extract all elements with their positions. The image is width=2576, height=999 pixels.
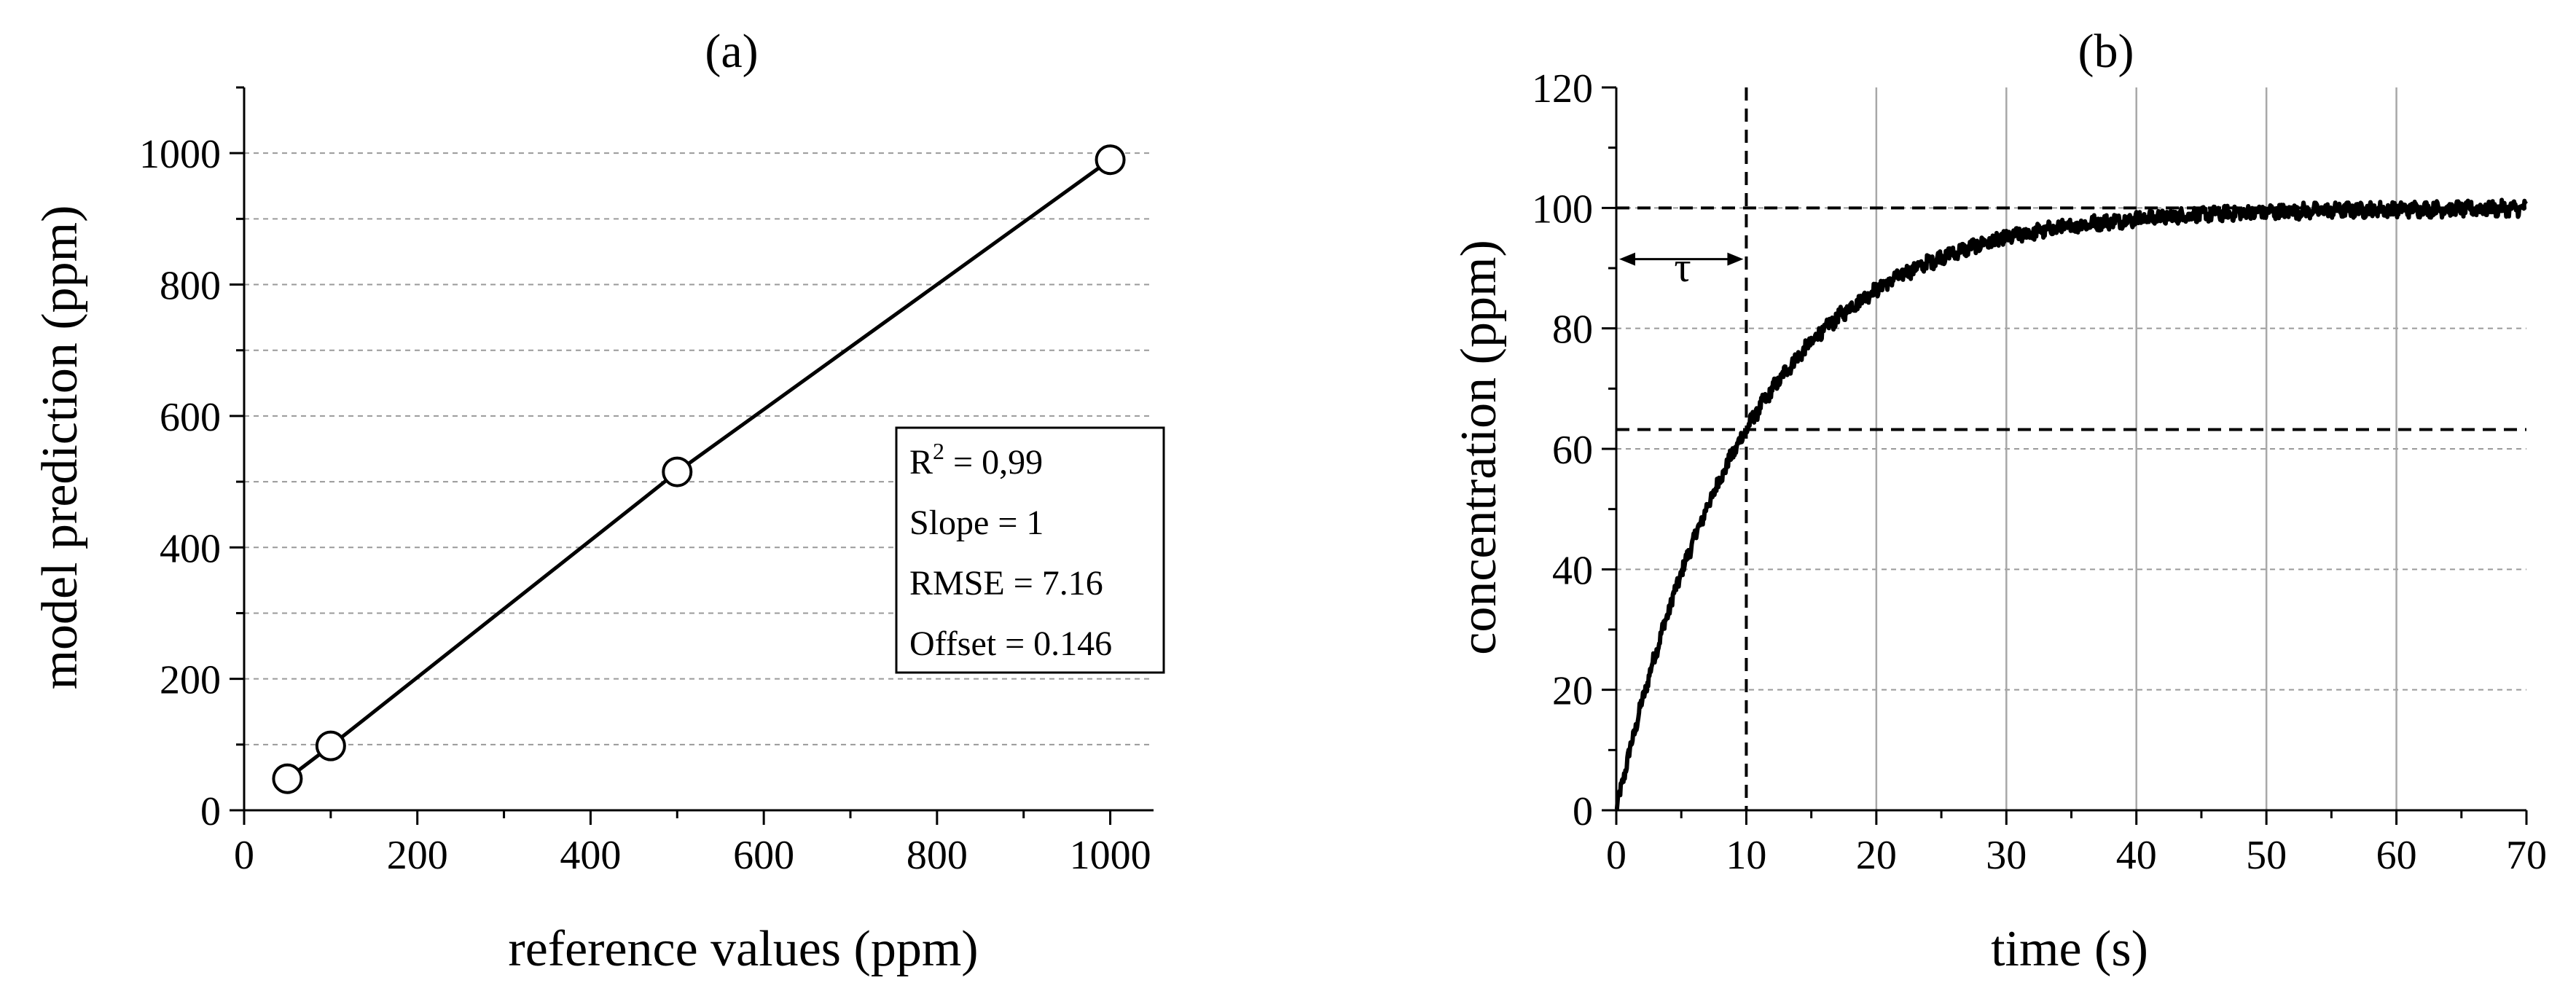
tau-arrow-right-head xyxy=(1727,252,1744,266)
stats-r2: R2 = 0,99 xyxy=(909,438,1043,482)
concentration-curve xyxy=(1614,197,2529,812)
panel-b-tick-labels: 0 10 20 30 40 50 60 70 0 20 40 60 80 100 120 xyxy=(1532,66,2547,878)
fit-line-segment-1 xyxy=(340,479,668,739)
y-tick-label-400: 400 xyxy=(160,526,221,571)
panel-b-ticks xyxy=(1602,86,2528,825)
panel-b-y-axis-title: concentration (ppm) xyxy=(1451,240,1507,655)
data-point-50 xyxy=(272,763,303,794)
y-tick-label-0: 0 xyxy=(200,789,221,834)
data-point-100 xyxy=(315,730,346,761)
x-tick-label-30: 30 xyxy=(1986,833,2027,878)
panel-a-title: (a) xyxy=(705,25,758,78)
panel-a-axes xyxy=(243,87,1154,812)
panel-a-scatter-chart: 0 200 400 600 800 1000 0 200 400 600 800 1000 (a) r… xyxy=(32,25,1165,977)
x-tick-label-800: 800 xyxy=(907,833,968,878)
tau-label: τ xyxy=(1674,243,1691,291)
x-tick-label-70: 70 xyxy=(2506,833,2547,878)
panel-b-title: (b) xyxy=(2078,25,2134,78)
y-tick-label-20: 20 xyxy=(1552,669,1593,714)
panel-b-gridlines xyxy=(1616,87,2526,810)
stats-r2-label: R xyxy=(909,443,933,482)
fit-line-segment-2 xyxy=(687,166,1100,466)
x-tick-label-400: 400 xyxy=(560,833,621,878)
y-tick-label-800: 800 xyxy=(160,264,221,309)
x-tick-label-600: 600 xyxy=(733,833,794,878)
panel-b-x-axis-title: time (s) xyxy=(1991,921,2148,977)
x-tick-label-0: 0 xyxy=(234,833,254,878)
panel-b-curve-group xyxy=(1614,197,2529,812)
x-tick-label-1000: 1000 xyxy=(1070,833,1151,878)
y-tick-label-200: 200 xyxy=(160,658,221,703)
data-point-500 xyxy=(662,456,693,487)
y-tick-label-40: 40 xyxy=(1552,548,1593,593)
panel-a-tick-labels: 0 200 400 600 800 1000 0 200 400 600 800 1000 xyxy=(139,132,1151,878)
y-tick-label-80: 80 xyxy=(1552,307,1593,353)
tau-arrow-left-head xyxy=(1619,252,1635,266)
y-tick-label-100: 100 xyxy=(1532,187,1593,232)
data-point-1000 xyxy=(1095,144,1126,176)
x-tick-label-20: 20 xyxy=(1856,833,1897,878)
x-tick-label-40: 40 xyxy=(2116,833,2157,878)
panel-a-y-axis-title: model prediction (ppm) xyxy=(32,205,88,690)
x-tick-label-0: 0 xyxy=(1606,833,1626,878)
x-tick-label-60: 60 xyxy=(2376,833,2417,878)
x-tick-label-10: 10 xyxy=(1726,833,1766,878)
panel-b-line-chart: 0 10 20 30 40 50 60 70 0 20 40 60 80 100 120 τ (b) tim… xyxy=(1451,25,2547,977)
stats-slope: Slope = 1 xyxy=(909,504,1044,542)
stats-r2-superscript: 2 xyxy=(933,438,944,464)
y-tick-label-0: 0 xyxy=(1573,789,1593,834)
x-tick-label-200: 200 xyxy=(387,833,448,878)
panel-b-reference-lines xyxy=(1616,87,2526,810)
y-tick-label-60: 60 xyxy=(1552,428,1593,473)
y-tick-label-1000: 1000 xyxy=(139,132,221,177)
stats-box-frame xyxy=(895,426,1165,674)
stats-rmse: RMSE = 7.16 xyxy=(909,564,1103,603)
y-tick-label-120: 120 xyxy=(1532,66,1593,111)
stats-r2-value: = 0,99 xyxy=(944,443,1043,482)
panel-a-gridlines xyxy=(244,152,1154,745)
panel-a-stats-box: R2 = 0,99 Slope = 1 RMSE = 7.16 Offset =… xyxy=(895,426,1165,674)
fit-line-segment-0 xyxy=(297,753,321,772)
panel-a-fit-line-group xyxy=(297,166,1100,772)
panel-a-data-points xyxy=(272,144,1126,794)
panel-a-x-axis-title: reference values (ppm) xyxy=(508,921,978,977)
x-tick-label-50: 50 xyxy=(2246,833,2287,878)
stats-offset: Offset = 0.146 xyxy=(909,624,1112,663)
panel-a-ticks xyxy=(230,86,1112,825)
panel-b-tau-annotation: τ xyxy=(1619,243,1744,291)
y-tick-label-600: 600 xyxy=(160,395,221,440)
